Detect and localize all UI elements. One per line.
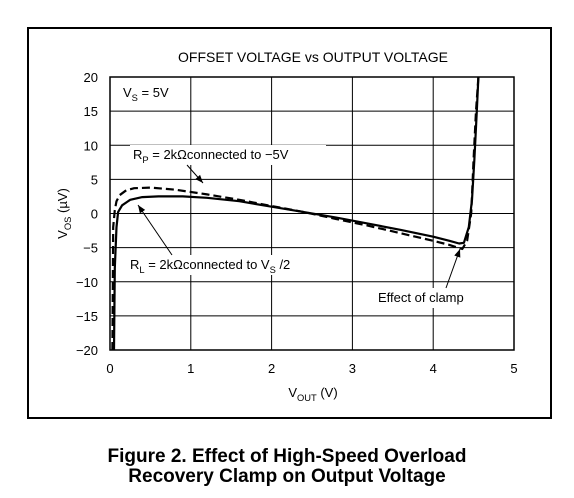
annotation-background bbox=[120, 83, 184, 103]
y-tick-label: −5 bbox=[83, 241, 98, 256]
figure-caption-line-2: Recovery Clamp on Output Voltage bbox=[128, 466, 446, 487]
clamp-arrow-head bbox=[454, 249, 461, 258]
annotation-background bbox=[375, 288, 481, 308]
y-axis-label: VOS (µV) bbox=[55, 188, 73, 239]
annotation-rp: RP = 2kΩconnected to −5V bbox=[133, 147, 289, 165]
x-tick-label: 0 bbox=[106, 361, 113, 376]
plot-area-border bbox=[109, 76, 515, 351]
y-tick-label: 0 bbox=[91, 207, 98, 222]
y-tick-label: 15 bbox=[84, 104, 98, 119]
annotation-rl: RL = 2kΩconnected to VS /2 bbox=[130, 257, 290, 275]
x-tick-label: 4 bbox=[430, 361, 437, 376]
x-axis-label: VOUT (V) bbox=[288, 385, 337, 403]
chart-title: OFFSET VOLTAGE vs OUTPUT VOLTAGE bbox=[178, 49, 448, 65]
annotation-vs: VS = 5V bbox=[123, 85, 169, 103]
annotation-background bbox=[127, 255, 313, 275]
x-tick-label: 3 bbox=[349, 361, 356, 376]
chart-svg: OFFSET VOLTAGE vs OUTPUT VOLTAGE 0 1 2 3 4 5 20… bbox=[55, 49, 518, 403]
rp-arrow-head bbox=[195, 174, 203, 183]
x-tick-label: 1 bbox=[187, 361, 194, 376]
y-tick-label: 5 bbox=[91, 172, 98, 187]
y-tick-label: 20 bbox=[84, 70, 98, 85]
x-tick-label: 5 bbox=[510, 361, 517, 376]
y-tick-label: −15 bbox=[76, 309, 98, 324]
series-line-solid bbox=[112, 76, 480, 351]
x-tick-label: 2 bbox=[268, 361, 275, 376]
rl-arrow-line bbox=[137, 204, 173, 256]
figure-caption-line-1: Figure 2. Effect of High-Speed Overload bbox=[107, 446, 467, 467]
rl-arrow-head bbox=[138, 205, 146, 214]
annotation-background bbox=[130, 145, 326, 165]
y-tick-label: 10 bbox=[84, 138, 98, 153]
annotation-clamp: Effect of clamp bbox=[378, 290, 464, 305]
series-line-dashed bbox=[111, 76, 480, 351]
y-tick-label: −10 bbox=[76, 275, 98, 290]
y-tick-label: −20 bbox=[76, 343, 98, 358]
